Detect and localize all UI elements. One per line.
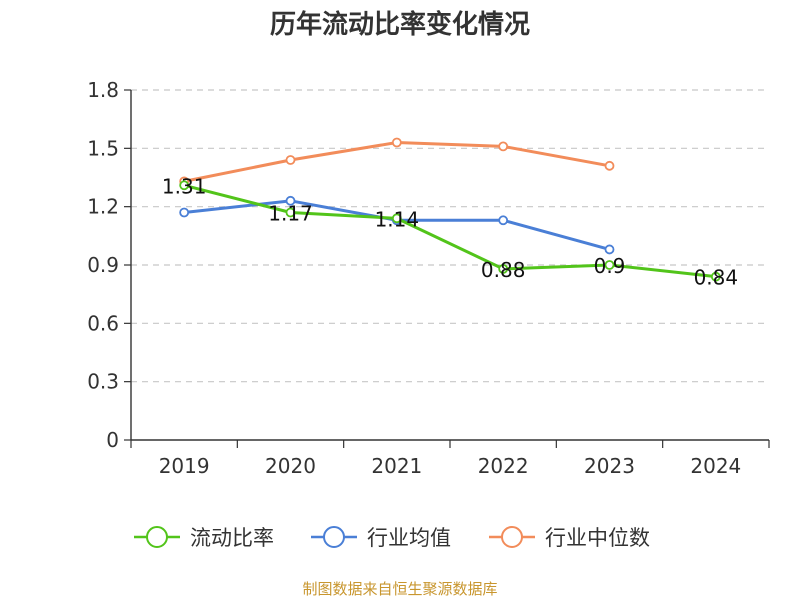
data-point xyxy=(285,155,296,165)
data-label: 0.88 xyxy=(481,258,526,282)
data-point xyxy=(391,137,402,148)
y-tick-label: 0.9 xyxy=(87,253,119,277)
data-labels: 1.31 1.17 1.14 0.88 0.9 0.84 xyxy=(162,174,738,289)
y-tick-label: 1.2 xyxy=(87,195,119,219)
legend-marker xyxy=(501,526,523,548)
data-point xyxy=(391,213,402,224)
y-tick-label: 0.6 xyxy=(87,311,119,335)
legend-item: 行业中位数 xyxy=(489,526,650,550)
x-tick-label: 2023 xyxy=(584,454,635,478)
data-label: 1.14 xyxy=(375,207,420,231)
legend-label: 流动比率 xyxy=(190,526,274,550)
legend-marker xyxy=(146,526,168,548)
series-line xyxy=(182,183,718,279)
data-point xyxy=(285,207,296,218)
data-label: 1.17 xyxy=(268,202,313,226)
data-point xyxy=(285,195,296,206)
series-2 xyxy=(179,137,615,187)
legend-marker xyxy=(323,526,345,548)
x-tick-label: 2019 xyxy=(159,454,210,478)
chart-title: 历年流动比率变化情况 xyxy=(270,9,530,40)
x-tick-label: 2022 xyxy=(478,454,529,478)
data-point xyxy=(604,260,615,270)
axes: 0 0.3 0.6 0.9 1.2 1.5 1.8 2019 2020 2021 2022 2023 2… xyxy=(87,78,770,478)
data-point xyxy=(498,141,509,152)
y-tick-label: 1.5 xyxy=(87,136,119,160)
data-point xyxy=(498,263,509,274)
data-point xyxy=(604,160,615,171)
data-label: 0.9 xyxy=(594,254,626,278)
legend-item: 流动比率 xyxy=(134,526,274,550)
y-tick-label: 0 xyxy=(106,428,119,452)
data-point xyxy=(179,180,190,191)
x-tick-label: 2020 xyxy=(265,454,316,478)
legend: 流动比率 行业均值 行业中位数 xyxy=(134,526,650,550)
series-0 xyxy=(179,180,721,282)
data-point xyxy=(179,207,190,218)
source-note: 制图数据来自恒生聚源数据库 xyxy=(302,580,497,598)
data-label: 0.84 xyxy=(694,266,739,290)
series-lines xyxy=(179,137,721,282)
data-point xyxy=(604,244,615,255)
legend-item: 行业均值 xyxy=(311,526,451,550)
y-tick-label: 0.3 xyxy=(87,370,119,394)
y-tick-label: 1.8 xyxy=(87,78,119,102)
grid-lines xyxy=(131,89,769,383)
x-tick-label: 2021 xyxy=(371,454,422,478)
legend-label: 行业中位数 xyxy=(545,526,650,550)
data-point xyxy=(498,215,509,226)
data-point xyxy=(710,271,721,282)
data-label: 1.31 xyxy=(162,174,207,198)
legend-label: 行业均值 xyxy=(367,526,451,550)
x-tick-label: 2024 xyxy=(690,454,741,478)
